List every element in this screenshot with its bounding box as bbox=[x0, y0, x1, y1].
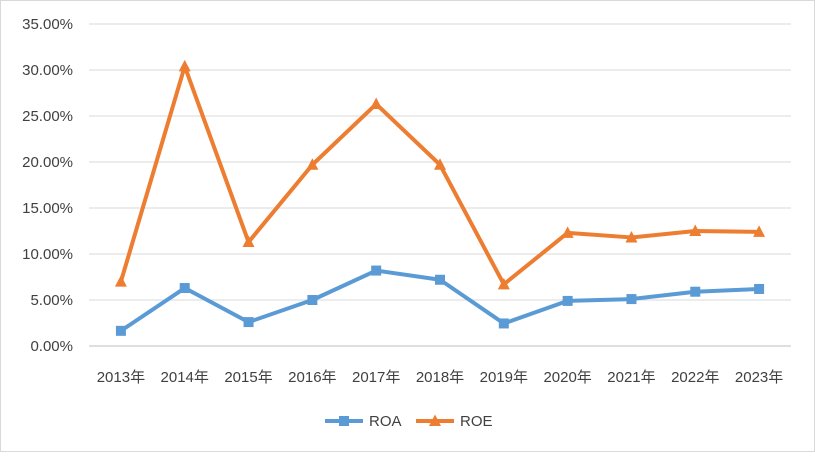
y-tick-label: 10.00% bbox=[22, 246, 73, 263]
x-tick-label: 2013年 bbox=[97, 369, 145, 386]
y-axis: 0.00% 5.00% 10.00% 15.00% 20.00% 25.00% 30.00%… bbox=[22, 16, 73, 355]
legend-marker bbox=[429, 414, 441, 426]
legend-label: ROE bbox=[460, 413, 493, 430]
data-point-roa bbox=[435, 274, 445, 285]
data-point-roa bbox=[243, 317, 254, 328]
data-point-roa bbox=[179, 283, 190, 294]
gridlines bbox=[89, 23, 791, 347]
data-point-roa bbox=[307, 295, 318, 305]
x-tick-label: 2023年 bbox=[735, 369, 783, 386]
y-tick-label: 30.00% bbox=[22, 62, 73, 79]
legend-item-roa: ROA bbox=[325, 413, 402, 430]
data-point-roe bbox=[561, 226, 574, 238]
y-tick-label: 35.00% bbox=[22, 16, 73, 33]
data-point-roe bbox=[178, 59, 191, 72]
x-tick-label: 2019年 bbox=[480, 369, 528, 386]
x-tick-label: 2014年 bbox=[161, 369, 209, 386]
data-point-roa bbox=[754, 283, 765, 294]
y-tick-label: 5.00% bbox=[30, 292, 73, 309]
data-point-roa bbox=[626, 294, 637, 305]
data-point-roe bbox=[114, 275, 127, 287]
y-tick-label: 25.00% bbox=[22, 108, 73, 125]
data-point-roe bbox=[497, 277, 510, 290]
x-tick-label: 2021年 bbox=[607, 369, 655, 386]
legend: ROA ROE bbox=[325, 413, 493, 430]
data-point-roe bbox=[306, 158, 319, 170]
y-tick-label: 15.00% bbox=[22, 200, 73, 217]
data-point-roa bbox=[562, 295, 573, 306]
y-tick-label: 20.00% bbox=[22, 154, 73, 171]
plot-area bbox=[114, 59, 766, 336]
data-point-roe bbox=[753, 225, 766, 237]
data-point-roa bbox=[115, 325, 126, 336]
data-point-roe bbox=[370, 97, 383, 110]
data-point-roa bbox=[690, 286, 701, 297]
x-tick-label: 2016年 bbox=[288, 369, 336, 386]
series-line-roe bbox=[118, 64, 762, 287]
x-tick-label: 2015年 bbox=[224, 369, 272, 386]
data-point-roe bbox=[434, 158, 446, 170]
legend-item-roe: ROE bbox=[416, 413, 493, 430]
data-point-roe bbox=[242, 235, 255, 248]
data-point-roe bbox=[689, 224, 702, 236]
x-tick-label: 2017年 bbox=[352, 369, 400, 386]
series-roa bbox=[115, 265, 765, 336]
data-point-roe bbox=[625, 230, 638, 243]
series-roe bbox=[114, 59, 766, 290]
x-tick-label: 2018年 bbox=[416, 369, 464, 386]
x-axis: 2013年 2014年 2015年 2016年 2017年 2018年 2019年 2020年… bbox=[97, 369, 784, 386]
x-tick-label: 2020年 bbox=[543, 369, 591, 386]
data-point-roa bbox=[371, 265, 382, 276]
legend-marker bbox=[339, 416, 349, 426]
y-tick-label: 0.00% bbox=[30, 338, 73, 355]
data-point-roa bbox=[498, 318, 509, 329]
x-tick-label: 2022年 bbox=[671, 369, 719, 386]
legend-label: ROA bbox=[369, 413, 402, 430]
